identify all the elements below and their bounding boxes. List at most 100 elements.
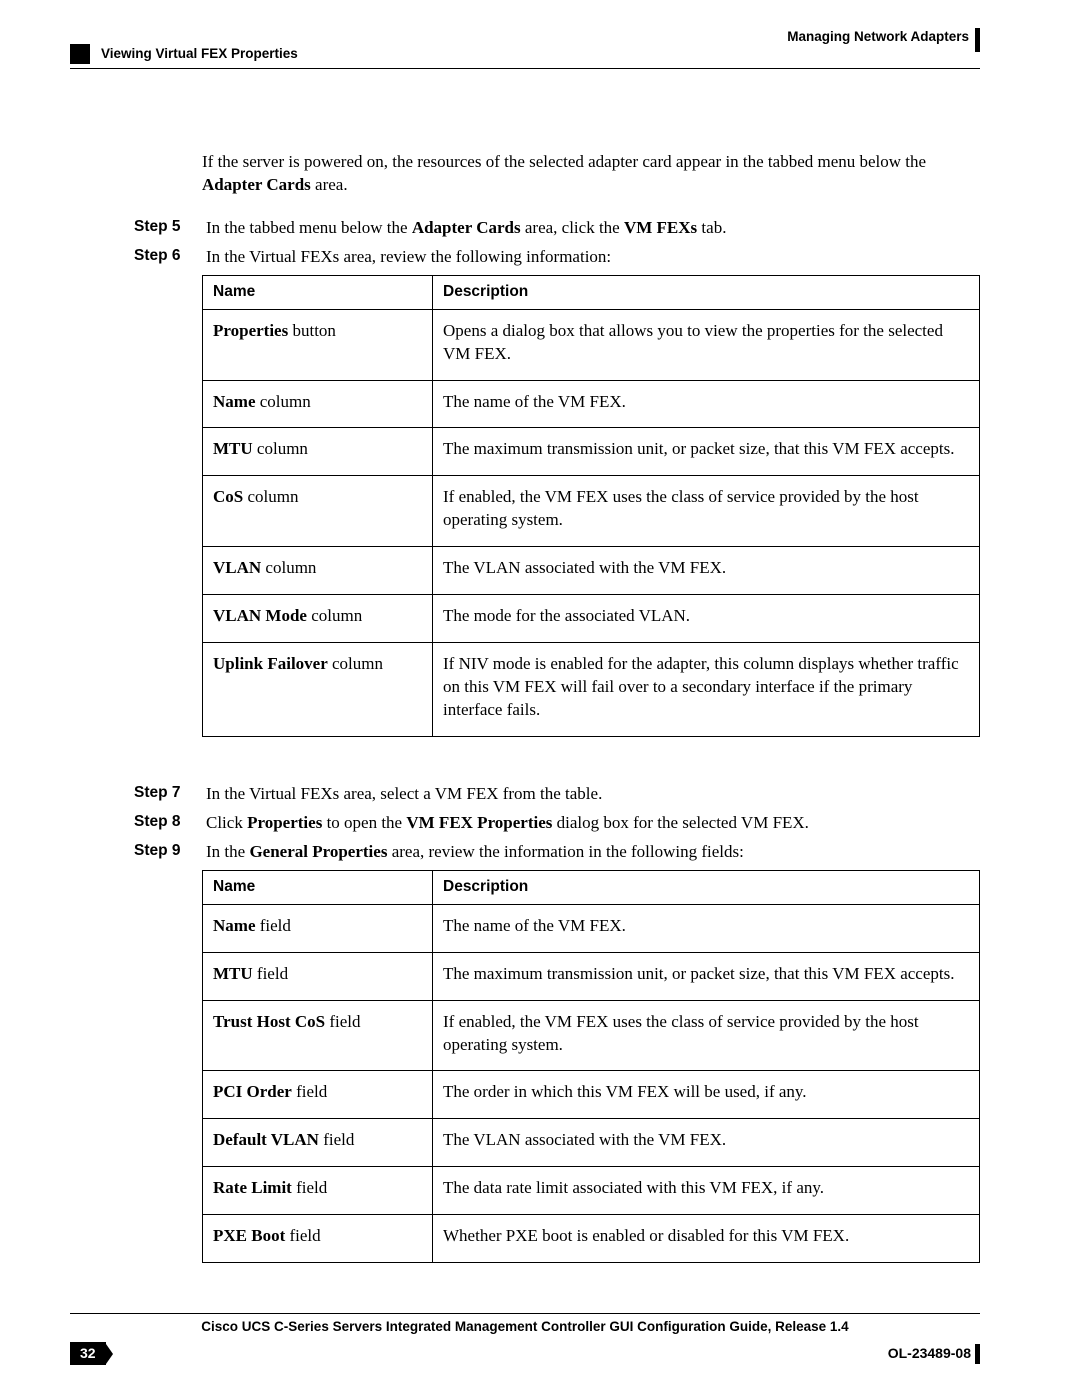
row-description-cell: If enabled, the VM FEX uses the class of… bbox=[433, 1000, 980, 1071]
row-name-rest: field bbox=[285, 1226, 320, 1245]
row-name-cell: Rate Limit field bbox=[203, 1167, 433, 1215]
intro-text-post: area. bbox=[311, 175, 348, 194]
footer-guide-title: Cisco UCS C-Series Servers Integrated Ma… bbox=[70, 1318, 980, 1336]
row-description-cell: The order in which this VM FEX will be u… bbox=[433, 1071, 980, 1119]
col-header-description: Description bbox=[433, 870, 980, 904]
row-name-cell: CoS column bbox=[203, 476, 433, 547]
row-name-cell: MTU field bbox=[203, 952, 433, 1000]
row-name-rest: field bbox=[292, 1178, 327, 1197]
row-name-cell: PXE Boot field bbox=[203, 1215, 433, 1263]
header-left: Viewing Virtual FEX Properties bbox=[70, 44, 298, 64]
table-row: Name columnThe name of the VM FEX. bbox=[203, 380, 980, 428]
row-name-bold: Properties bbox=[213, 321, 288, 340]
row-name-cell: Trust Host CoS field bbox=[203, 1000, 433, 1071]
triangle-right-icon bbox=[106, 1344, 113, 1364]
step-text: In the Virtual FEXs area, select a VM FE… bbox=[206, 783, 980, 806]
step-row: Step 6 In the Virtual FEXs area, review … bbox=[134, 246, 980, 269]
intro-text-bold: Adapter Cards bbox=[202, 175, 311, 194]
row-name-rest: column bbox=[307, 606, 362, 625]
row-name-rest: field bbox=[292, 1082, 327, 1101]
step-row: Step 9 In the General Properties area, r… bbox=[134, 841, 980, 864]
row-description-cell: The name of the VM FEX. bbox=[433, 380, 980, 428]
step5-post: tab. bbox=[697, 218, 726, 237]
row-name-bold: VLAN Mode bbox=[213, 606, 307, 625]
table-row: Uplink Failover columnIf NIV mode is ena… bbox=[203, 643, 980, 737]
table-row: VLAN Mode columnThe mode for the associa… bbox=[203, 595, 980, 643]
row-description-cell: The VLAN associated with the VM FEX. bbox=[433, 547, 980, 595]
intro-text-pre: If the server is powered on, the resourc… bbox=[202, 152, 926, 171]
step9-post: area, review the information in the foll… bbox=[387, 842, 743, 861]
row-name-bold: Name bbox=[213, 916, 255, 935]
row-description-cell: The data rate limit associated with this… bbox=[433, 1167, 980, 1215]
header-right: Managing Network Adapters bbox=[787, 28, 980, 52]
row-description-cell: Opens a dialog box that allows you to vi… bbox=[433, 309, 980, 380]
row-name-rest: button bbox=[288, 321, 336, 340]
row-name-rest: column bbox=[328, 654, 383, 673]
row-name-bold: CoS bbox=[213, 487, 243, 506]
step8-post: dialog box for the selected VM FEX. bbox=[552, 813, 809, 832]
step-text: In the Virtual FEXs area, review the fol… bbox=[206, 246, 980, 269]
step-label: Step 8 bbox=[134, 812, 186, 833]
row-name-cell: VLAN column bbox=[203, 547, 433, 595]
row-name-bold: Rate Limit bbox=[213, 1178, 292, 1197]
row-name-bold: PCI Order bbox=[213, 1082, 292, 1101]
row-name-cell: MTU column bbox=[203, 428, 433, 476]
table-header-row: Name Description bbox=[203, 275, 980, 309]
page-footer: Cisco UCS C-Series Servers Integrated Ma… bbox=[70, 1313, 980, 1365]
step-row: Step 5 In the tabbed menu below the Adap… bbox=[134, 217, 980, 240]
col-header-description: Description bbox=[433, 275, 980, 309]
row-name-bold: Default VLAN bbox=[213, 1130, 319, 1149]
footer-divider bbox=[70, 1313, 980, 1314]
row-name-rest: field bbox=[255, 916, 290, 935]
row-name-bold: Trust Host CoS bbox=[213, 1012, 325, 1031]
row-description-cell: The maximum transmission unit, or packet… bbox=[433, 952, 980, 1000]
table-row: CoS columnIf enabled, the VM FEX uses th… bbox=[203, 476, 980, 547]
page-content: If the server is powered on, the resourc… bbox=[202, 151, 980, 1263]
row-name-cell: Name column bbox=[203, 380, 433, 428]
page-header: Viewing Virtual FEX Properties Managing … bbox=[70, 28, 980, 64]
header-marker-icon bbox=[70, 44, 90, 64]
table-row: VLAN columnThe VLAN associated with the … bbox=[203, 547, 980, 595]
step5-b2: VM FEXs bbox=[624, 218, 697, 237]
step-row: Step 8 Click Properties to open the VM F… bbox=[134, 812, 980, 835]
chapter-title-right: Managing Network Adapters bbox=[787, 28, 969, 46]
table-row: Name fieldThe name of the VM FEX. bbox=[203, 904, 980, 952]
step-text: In the General Properties area, review t… bbox=[206, 841, 980, 864]
step-text: In the tabbed menu below the Adapter Car… bbox=[206, 217, 980, 240]
step-label: Step 6 bbox=[134, 246, 186, 267]
row-name-cell: Uplink Failover column bbox=[203, 643, 433, 737]
table-row: Rate Limit fieldThe data rate limit asso… bbox=[203, 1167, 980, 1215]
row-name-cell: Name field bbox=[203, 904, 433, 952]
row-description-cell: Whether PXE boot is enabled or disabled … bbox=[433, 1215, 980, 1263]
row-name-cell: Default VLAN field bbox=[203, 1119, 433, 1167]
row-name-bold: Uplink Failover bbox=[213, 654, 328, 673]
table-row: MTU fieldThe maximum transmission unit, … bbox=[203, 952, 980, 1000]
step8-pre: Click bbox=[206, 813, 247, 832]
row-name-bold: MTU bbox=[213, 964, 253, 983]
step-label: Step 5 bbox=[134, 217, 186, 238]
row-name-bold: MTU bbox=[213, 439, 253, 458]
row-description-cell: The mode for the associated VLAN. bbox=[433, 595, 980, 643]
intro-paragraph: If the server is powered on, the resourc… bbox=[202, 151, 980, 197]
row-name-rest: column bbox=[255, 392, 310, 411]
table-row: PCI Order fieldThe order in which this V… bbox=[203, 1071, 980, 1119]
row-name-rest: column bbox=[261, 558, 316, 577]
row-description-cell: The VLAN associated with the VM FEX. bbox=[433, 1119, 980, 1167]
row-description-cell: If enabled, the VM FEX uses the class of… bbox=[433, 476, 980, 547]
row-name-cell: Properties button bbox=[203, 309, 433, 380]
table-row: Properties buttonOpens a dialog box that… bbox=[203, 309, 980, 380]
row-name-rest: column bbox=[253, 439, 308, 458]
row-description-cell: The name of the VM FEX. bbox=[433, 904, 980, 952]
step8-b2: VM FEX Properties bbox=[406, 813, 552, 832]
header-bar-icon bbox=[975, 28, 980, 52]
col-header-name: Name bbox=[203, 275, 433, 309]
row-name-cell: PCI Order field bbox=[203, 1071, 433, 1119]
row-name-rest: field bbox=[319, 1130, 354, 1149]
page-number: 32 bbox=[70, 1342, 106, 1365]
document-page: Viewing Virtual FEX Properties Managing … bbox=[0, 0, 1080, 1397]
step-label: Step 7 bbox=[134, 783, 186, 804]
section-title-left: Viewing Virtual FEX Properties bbox=[101, 45, 298, 63]
step5-mid: area, click the bbox=[521, 218, 624, 237]
row-name-bold: PXE Boot bbox=[213, 1226, 285, 1245]
row-name-cell: VLAN Mode column bbox=[203, 595, 433, 643]
